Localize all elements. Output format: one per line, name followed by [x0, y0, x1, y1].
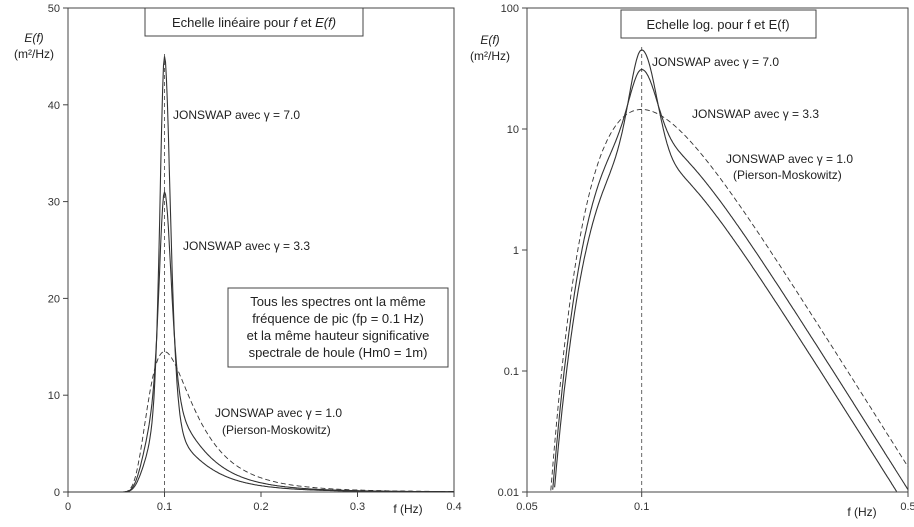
series-line — [550, 109, 909, 491]
left-annotation-g1: JONSWAP avec γ = 1.0 — [215, 406, 342, 420]
x-tick-label: 0.5 — [900, 501, 914, 513]
right-x-label: f (Hz) — [847, 505, 876, 519]
y-tick-label: 50 — [48, 3, 60, 15]
right-annotation-g1: JONSWAP avec γ = 1.0 — [726, 152, 853, 166]
y-tick-label: 0.01 — [498, 487, 519, 499]
left-series — [68, 56, 454, 493]
left-annotation-g33: JONSWAP avec γ = 3.3 — [183, 239, 310, 253]
right-series — [550, 49, 909, 492]
left-y-unit: (m²/Hz) — [14, 47, 54, 61]
left-y-ticks: 0 10 20 30 40 50 — [48, 3, 68, 499]
y-tick-label: 20 — [48, 293, 60, 305]
series-line — [552, 69, 909, 490]
right-chart-title: Echelle log. pour f et E(f) — [646, 17, 789, 32]
right-y-ticks: 0.01 0.1 1 10 100 — [498, 3, 527, 499]
x-tick-label: 0.4 — [446, 501, 461, 513]
y-tick-label: 10 — [48, 390, 60, 402]
y-tick-label: 1 — [513, 245, 519, 257]
x-tick-label: 0.1 — [157, 501, 172, 513]
right-x-ticks: 0.05 0.1 0.5 — [516, 492, 914, 513]
note-line-2: fréquence de pic (fp = 0.1 Hz) — [252, 311, 424, 326]
left-title-a: Echelle linéaire pour — [172, 15, 293, 30]
x-tick-label: 0 — [65, 501, 71, 513]
y-tick-label: 40 — [48, 100, 60, 112]
left-chart: 0 10 20 30 40 50 0 0.1 0.2 0.3 0.4 Echelle linéai… — [14, 3, 462, 516]
left-annotation-g7: JONSWAP avec γ = 7.0 — [173, 108, 300, 122]
y-tick-label: 30 — [48, 197, 60, 209]
left-title-box — [144, 7, 364, 37]
left-x-label: f (Hz) — [393, 502, 422, 516]
right-y-unit: (m²/Hz) — [470, 49, 510, 63]
y-tick-label: 0 — [54, 487, 60, 499]
right-annotation-g33: JONSWAP avec γ = 3.3 — [692, 107, 819, 121]
left-title-E: E(f) — [315, 15, 336, 30]
note-box — [227, 287, 449, 368]
right-title-box — [620, 9, 817, 39]
left-title-f: f — [293, 15, 298, 30]
x-tick-label: 0.2 — [253, 501, 268, 513]
right-chart: 0.01 0.1 1 10 100 0.05 0.1 0.5 Echelle log. po… — [470, 3, 914, 519]
right-y-label: E(f) — [480, 33, 499, 47]
series-line — [68, 190, 454, 493]
series-line — [554, 49, 898, 492]
y-tick-label: 0.1 — [504, 366, 519, 378]
x-tick-label: 0.3 — [350, 501, 365, 513]
note-line-3: et la même hauteur significative — [247, 328, 430, 343]
right-annotation-g7: JONSWAP avec γ = 7.0 — [652, 55, 779, 69]
x-tick-label: 0.05 — [516, 501, 537, 513]
left-chart-title: Echelle linéaire pour f et E(f) — [172, 15, 336, 30]
left-x-ticks: 0 0.1 0.2 0.3 0.4 — [65, 492, 462, 513]
series-line — [68, 351, 454, 493]
left-title-b: et — [297, 15, 315, 30]
note-line-1: Tous les spectres ont la même — [250, 294, 426, 309]
left-y-label: E(f) — [24, 31, 43, 45]
right-annotation-pm: (Pierson-Moskowitz) — [733, 168, 842, 182]
x-tick-label: 0.1 — [634, 501, 649, 513]
note-line-4: spectrale de houle (Hm0 = 1m) — [249, 345, 428, 360]
y-tick-label: 100 — [501, 3, 519, 15]
y-tick-label: 10 — [507, 124, 519, 136]
left-annotation-pm: (Pierson-Moskowitz) — [222, 423, 331, 437]
